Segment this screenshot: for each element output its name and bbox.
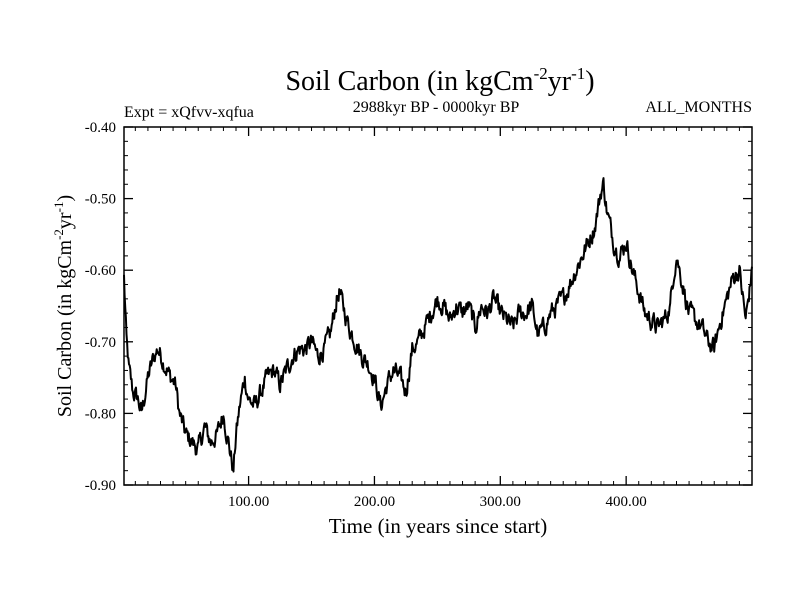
series-soil-carbon <box>123 177 753 473</box>
period-label: 2988kyr BP - 0000kyr BP <box>353 99 520 116</box>
plot-frame <box>123 126 753 486</box>
y-tick-label: -0.50 <box>85 192 116 208</box>
y-tick-label: -0.70 <box>85 335 116 351</box>
x-tick-label: 400.00 <box>606 494 647 510</box>
experiment-label: Expt = xQfvv-xqfua <box>124 104 254 121</box>
ylabel-main: Soil Carbon (in kgCm <box>54 239 76 417</box>
y-axis-label: Soil Carbon (in kgCm-2yr-1) <box>51 195 76 417</box>
x-tick-label: 200.00 <box>354 494 395 510</box>
title-main: Soil Carbon (in kgCm <box>285 66 533 97</box>
y-tick-label: -0.90 <box>85 478 116 494</box>
title-mid: yr <box>548 66 572 97</box>
soil-carbon-line <box>123 177 753 473</box>
ylabel-sup1: -2 <box>51 229 66 240</box>
x-axis-label: Time (in years since start) <box>329 514 548 538</box>
ylabel-mid: yr <box>54 212 76 229</box>
title-end: ) <box>585 66 594 97</box>
y-tick-label: -0.40 <box>85 120 116 136</box>
axes: 100.00 200.00 300.00 400.00 -0.40 -0.50 -0.60 -… <box>85 120 752 510</box>
y-tick-label: -0.80 <box>85 406 116 422</box>
title-sup2: -1 <box>571 64 585 83</box>
chart-title: Soil Carbon (in kgCm-2yr-1) <box>285 64 594 97</box>
x-tick-label: 300.00 <box>480 494 521 510</box>
ylabel-sup2: -1 <box>51 202 66 213</box>
months-label: ALL_MONTHS <box>645 99 752 116</box>
x-tick-label: 100.00 <box>228 494 269 510</box>
y-tick-label: -0.60 <box>85 263 116 279</box>
title-sup1: -2 <box>534 64 548 83</box>
ylabel-end: ) <box>54 195 76 202</box>
